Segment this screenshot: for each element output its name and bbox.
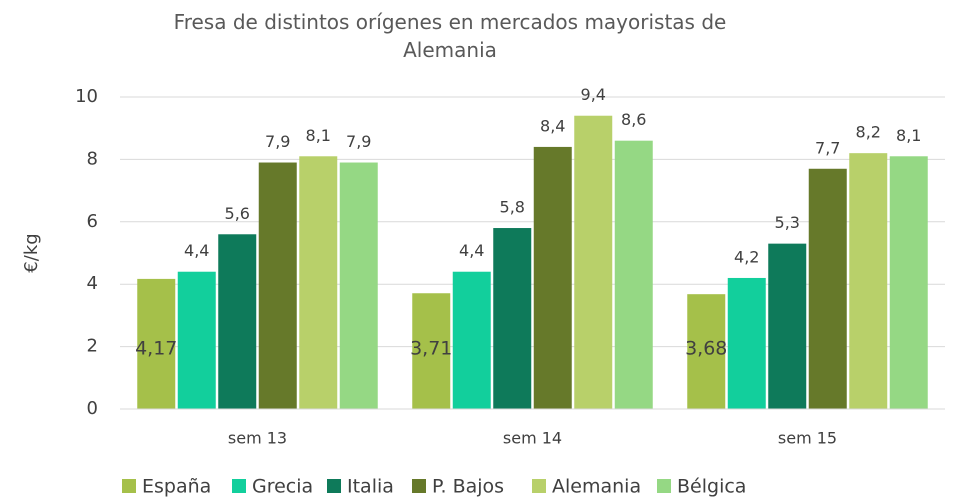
y-tick-label: 4 <box>87 273 98 294</box>
value-label: 5,8 <box>500 198 525 217</box>
bar <box>768 243 807 409</box>
value-label: 7,9 <box>346 132 371 151</box>
value-label: 5,6 <box>225 204 250 223</box>
bar <box>452 271 491 409</box>
value-label: 3,68 <box>685 338 727 360</box>
bar <box>258 162 297 409</box>
legend-label: Grecia <box>252 476 313 498</box>
x-tick-label: sem 15 <box>778 429 837 448</box>
bar <box>137 278 176 409</box>
legend-label: Alemania <box>552 476 641 498</box>
bar <box>218 234 257 409</box>
y-tick-label: 10 <box>75 86 98 107</box>
legend-swatch <box>327 479 341 493</box>
bar <box>177 271 216 409</box>
y-tick-label: 0 <box>87 398 98 419</box>
value-label: 4,17 <box>135 338 177 360</box>
bar <box>889 156 928 409</box>
legend-swatch <box>232 479 246 493</box>
bar <box>339 162 378 409</box>
legend-label: Bélgica <box>677 476 746 498</box>
y-tick-label: 8 <box>87 148 98 169</box>
bar <box>533 146 572 410</box>
legend-label: España <box>142 476 211 498</box>
legend-swatch <box>412 479 426 493</box>
x-tick-label: sem 14 <box>503 429 562 448</box>
value-label: 8,6 <box>621 110 646 129</box>
value-label: 9,4 <box>581 85 606 104</box>
bar <box>493 228 532 409</box>
bar <box>412 293 451 409</box>
value-label: 3,71 <box>410 338 452 360</box>
bar <box>687 294 726 409</box>
bar <box>574 115 613 409</box>
x-tick-label: sem 13 <box>228 429 287 448</box>
value-label: 7,9 <box>265 132 290 151</box>
value-label: 4,4 <box>184 241 209 260</box>
value-label: 8,1 <box>896 126 921 145</box>
bar <box>614 140 653 409</box>
legend-swatch <box>122 479 136 493</box>
bar <box>849 153 888 409</box>
value-label: 7,7 <box>815 138 840 157</box>
legend-label: Italia <box>347 476 394 498</box>
value-label: 8,2 <box>856 123 881 142</box>
y-tick-label: 2 <box>87 336 98 357</box>
value-label: 4,4 <box>459 241 484 260</box>
legend-swatch <box>657 479 671 493</box>
value-label: 8,1 <box>306 126 331 145</box>
legend-label: P. Bajos <box>432 476 504 498</box>
y-tick-label: 6 <box>87 211 98 232</box>
value-label: 8,4 <box>540 116 565 135</box>
legend-swatch <box>532 479 546 493</box>
bar <box>299 156 338 409</box>
bar <box>727 277 766 409</box>
value-label: 5,3 <box>775 213 800 232</box>
y-axis-label: €/kg <box>21 233 42 272</box>
chart-title: Fresa de distintos orígenes en mercados … <box>173 10 727 62</box>
bar <box>808 168 847 409</box>
value-label: 4,2 <box>734 247 759 266</box>
